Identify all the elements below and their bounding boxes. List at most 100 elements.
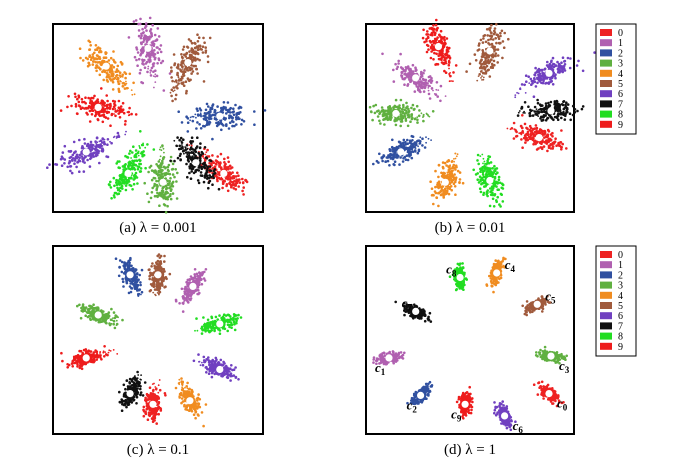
point [161, 145, 164, 148]
point [131, 167, 134, 170]
point [547, 104, 551, 107]
point [211, 162, 213, 165]
point [127, 164, 130, 167]
point [114, 114, 117, 118]
point [398, 106, 402, 110]
point [111, 69, 114, 72]
point [186, 69, 190, 72]
point [406, 142, 410, 145]
point [196, 72, 199, 75]
point [482, 157, 485, 160]
point [442, 191, 445, 194]
point [458, 171, 462, 174]
point [418, 143, 421, 145]
point [402, 138, 406, 142]
point [186, 408, 189, 412]
point [110, 113, 114, 117]
point [113, 191, 117, 195]
point [387, 154, 390, 157]
point [184, 55, 187, 58]
point [550, 60, 553, 64]
point [517, 111, 520, 114]
point [170, 94, 173, 98]
point [153, 33, 157, 37]
point [527, 75, 530, 78]
point [487, 155, 490, 158]
point [63, 144, 67, 148]
point [524, 135, 527, 137]
point [225, 112, 228, 115]
point [80, 155, 84, 158]
point [433, 51, 436, 55]
point [48, 163, 51, 166]
point [400, 75, 404, 78]
point [105, 317, 108, 320]
point [238, 117, 241, 121]
point [532, 132, 535, 135]
point [491, 197, 495, 201]
point [182, 381, 185, 384]
point [436, 95, 440, 98]
point [147, 65, 150, 68]
point [132, 161, 135, 164]
point [139, 159, 142, 162]
point [491, 187, 494, 191]
point [176, 87, 179, 90]
point [158, 47, 161, 51]
point [419, 72, 423, 76]
point [427, 137, 430, 140]
point [580, 107, 584, 111]
point [180, 397, 184, 400]
point [139, 162, 142, 166]
point [488, 34, 492, 38]
point [118, 71, 122, 74]
point [108, 103, 112, 107]
point [564, 114, 567, 118]
point [531, 109, 534, 112]
point [99, 62, 103, 66]
point [135, 275, 139, 279]
point [132, 178, 136, 181]
point [183, 393, 187, 396]
point [132, 182, 136, 186]
point [546, 60, 549, 64]
point [451, 159, 454, 162]
cluster-class-6 [46, 130, 127, 175]
point [417, 148, 421, 152]
point [145, 29, 148, 32]
point [135, 58, 138, 62]
point [409, 120, 412, 123]
point [520, 138, 523, 141]
point [173, 89, 176, 92]
point [484, 61, 487, 63]
point [556, 106, 559, 109]
point [573, 108, 577, 111]
point [129, 282, 132, 285]
point [538, 131, 542, 134]
point [108, 111, 110, 114]
point [413, 142, 416, 145]
point [118, 265, 121, 269]
point [425, 141, 427, 144]
point [450, 179, 453, 182]
point [514, 128, 517, 131]
point [427, 75, 431, 79]
point [224, 106, 227, 109]
point [421, 82, 424, 84]
point [118, 177, 122, 180]
point [393, 163, 396, 167]
point [211, 137, 214, 141]
class-center-marker [434, 43, 442, 51]
point [549, 138, 553, 142]
point [391, 150, 395, 153]
point [152, 75, 155, 77]
point [493, 193, 496, 197]
point [174, 93, 178, 97]
point [173, 159, 176, 163]
point [428, 97, 432, 100]
point [233, 124, 236, 128]
point [150, 191, 154, 194]
point [110, 322, 113, 325]
point [223, 157, 226, 161]
point [234, 184, 237, 187]
